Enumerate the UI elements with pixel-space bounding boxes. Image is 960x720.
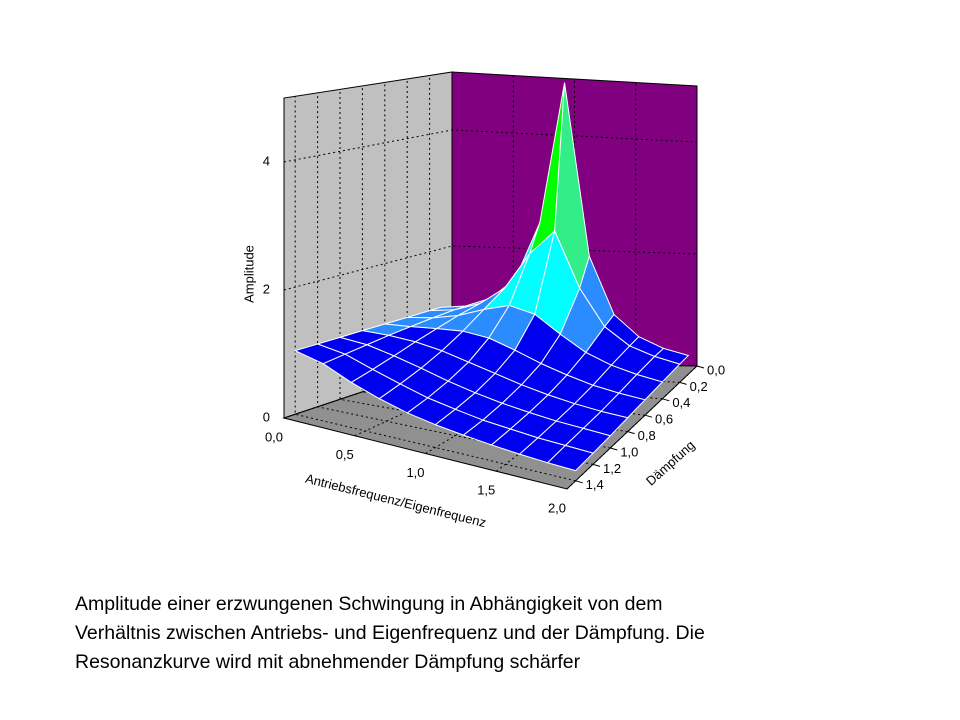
tick-mark — [592, 463, 601, 467]
caption-line: Resonanzkurve wird mit abnehmender Dämpf… — [75, 651, 581, 673]
x-tick-label: 0,0 — [265, 429, 283, 444]
y-axis-title: Dämpfung — [643, 437, 698, 488]
z-tick-label: 4 — [263, 153, 270, 168]
y-tick-label: 0,8 — [638, 428, 656, 443]
tick-mark — [627, 431, 635, 435]
y-tick-label: 0,6 — [655, 412, 673, 427]
grid-line — [283, 129, 698, 163]
caption-line: Verhältnis zwischen Antriebs- und Eigenf… — [75, 622, 705, 644]
surface-patch — [546, 444, 594, 472]
tick-mark — [696, 365, 705, 369]
y-tick-label: 1,0 — [620, 444, 638, 459]
grid-line — [317, 92, 594, 465]
tick-mark — [575, 480, 583, 484]
z-axis-title: Amplitude — [241, 245, 256, 303]
grid-line — [294, 96, 576, 482]
y-tick-label: 0,2 — [690, 379, 708, 394]
grid-line — [354, 75, 514, 437]
y-tick-label: 0,0 — [707, 362, 725, 377]
caption-line: Amplitude einer erzwungenen Schwingung i… — [75, 593, 663, 615]
x-axis-title: Antriebsfrequenz/Eigenfrequenz — [304, 471, 488, 530]
caption: Amplitude einer erzwungenen Schwingung i… — [75, 590, 705, 677]
y-tick-label: 0,4 — [672, 395, 690, 410]
tick-mark — [644, 414, 653, 418]
grid-line — [283, 72, 453, 419]
x-tick-label: 1,0 — [406, 465, 424, 480]
tick-mark — [679, 381, 687, 385]
tick-mark — [610, 447, 618, 451]
y-tick-label: 1,2 — [603, 461, 621, 476]
y-tick-label: 1,4 — [586, 477, 604, 492]
x-tick-label: 2,0 — [548, 500, 566, 515]
x-tick-label: 1,5 — [477, 483, 495, 498]
z-tick-label: 0 — [263, 409, 270, 424]
tick-mark — [662, 398, 670, 402]
grid-line — [566, 86, 698, 490]
z-tick-label: 2 — [263, 281, 270, 296]
x-tick-label: 0,5 — [336, 447, 354, 462]
chart: 0240,00,51,01,52,00,00,20,40,60,81,01,21… — [241, 71, 725, 530]
